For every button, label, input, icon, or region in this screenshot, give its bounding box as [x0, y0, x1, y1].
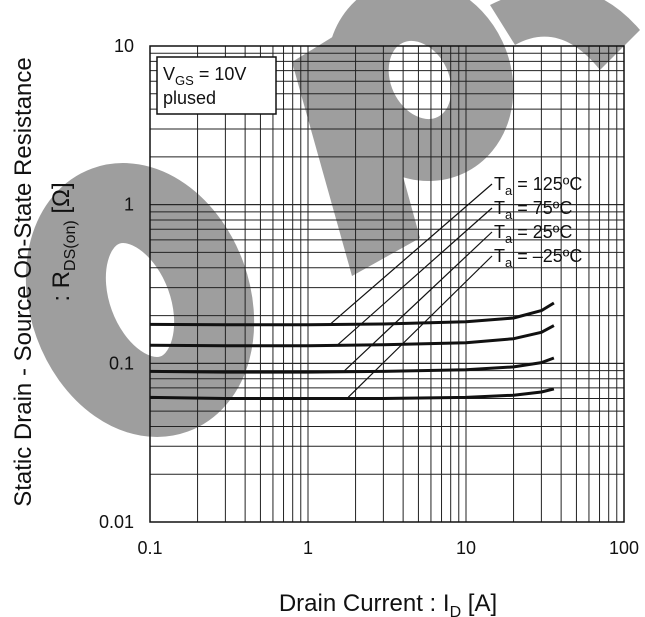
x-tick-label: 1 [303, 538, 313, 558]
legend-leader [343, 231, 493, 372]
legend-leader-lines [330, 183, 493, 398]
watermark-o [25, 163, 255, 437]
condition-box: VGS = 10V plused [156, 56, 277, 115]
y-tick-label: 1 [124, 195, 134, 215]
y-tick-label: 0.1 [109, 353, 134, 373]
legend-leader [330, 183, 493, 324]
y-axis-title: Static Drain - Source On-State Resistanc… [10, 57, 79, 507]
y-tick-label: 10 [114, 36, 134, 56]
series-line [149, 356, 555, 374]
legend-label: Ta = 125ºC [494, 174, 582, 198]
y-axis-title-line1: Static Drain - Source On-State Resistanc… [10, 57, 37, 507]
legend-label: Ta = 25ºC [494, 222, 572, 246]
x-axis-title: Drain Current : ID [A] [279, 590, 497, 617]
x-tick-label: 0.1 [137, 538, 162, 558]
x-tick-label: 100 [609, 538, 639, 558]
x-tick-labels: 0.1 1 10 100 [137, 538, 639, 558]
plot-frame [149, 45, 625, 523]
condition-pulse: plused [163, 88, 216, 108]
y-tick-labels: 0.01 0.1 1 10 [99, 36, 134, 532]
watermark-s [490, 0, 640, 70]
watermark-p-bowl [326, 0, 514, 182]
y-axis-title-line2: : RDS(on) [Ω] [48, 182, 79, 301]
legend-leader [337, 207, 493, 345]
condition-vgs: VGS = 10V [163, 64, 246, 88]
legend-leader [347, 255, 493, 398]
x-tick-label: 10 [456, 538, 476, 558]
y-tick-label: 0.01 [99, 512, 134, 532]
legend-label: Ta = –25ºC [494, 246, 582, 270]
legend-label: Ta = 75ºC [494, 198, 572, 222]
series-line [149, 387, 555, 400]
series-line [149, 324, 555, 348]
